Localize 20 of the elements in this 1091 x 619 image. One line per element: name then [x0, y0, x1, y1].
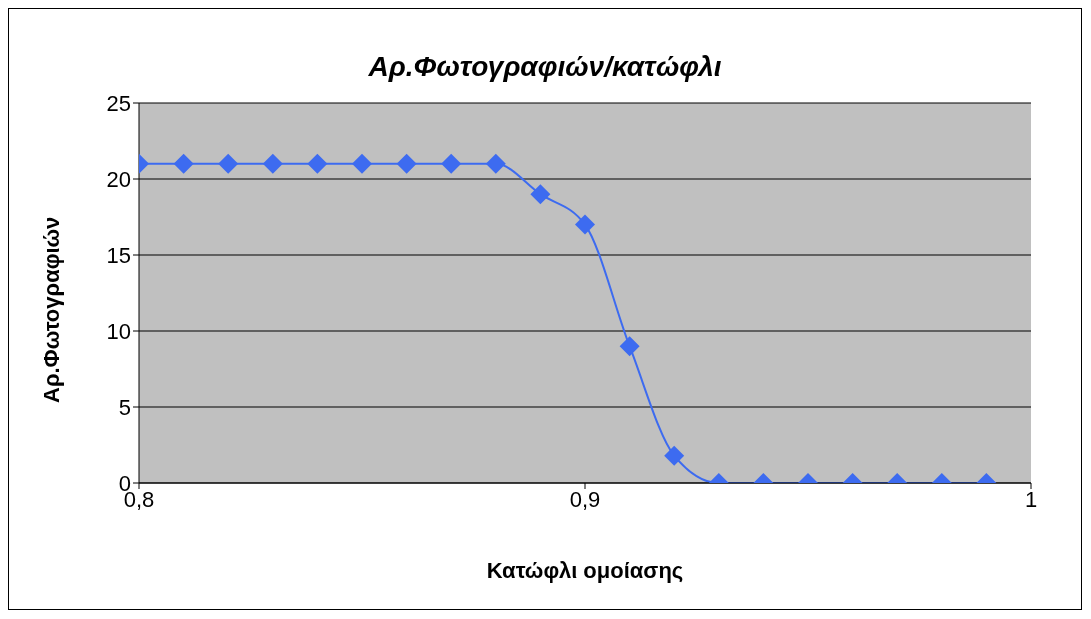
point [352, 153, 372, 174]
point [530, 184, 551, 205]
chart-title: Αρ.Φωτογραφιών/κατώφλι [367, 51, 723, 83]
x-tick-label: 0,9 [569, 486, 601, 512]
point [173, 153, 194, 174]
point [575, 214, 595, 235]
y-axis-title: Αρ.Φωτογραφιών [38, 216, 64, 403]
y-tick-label: 20 [106, 166, 131, 192]
y-tick-label: 5 [118, 394, 131, 420]
y-tick-label: 25 [106, 90, 131, 116]
point [262, 153, 283, 174]
y-tick-label: 15 [106, 242, 131, 268]
point [485, 153, 506, 174]
y-tick-label: 10 [106, 318, 131, 344]
point [307, 153, 328, 174]
x-tick-label: 1 [1024, 486, 1038, 512]
point [441, 153, 462, 174]
point [218, 153, 239, 174]
x-axis-title: Κατώφλι ομοίασης [486, 558, 684, 583]
point [396, 153, 417, 174]
